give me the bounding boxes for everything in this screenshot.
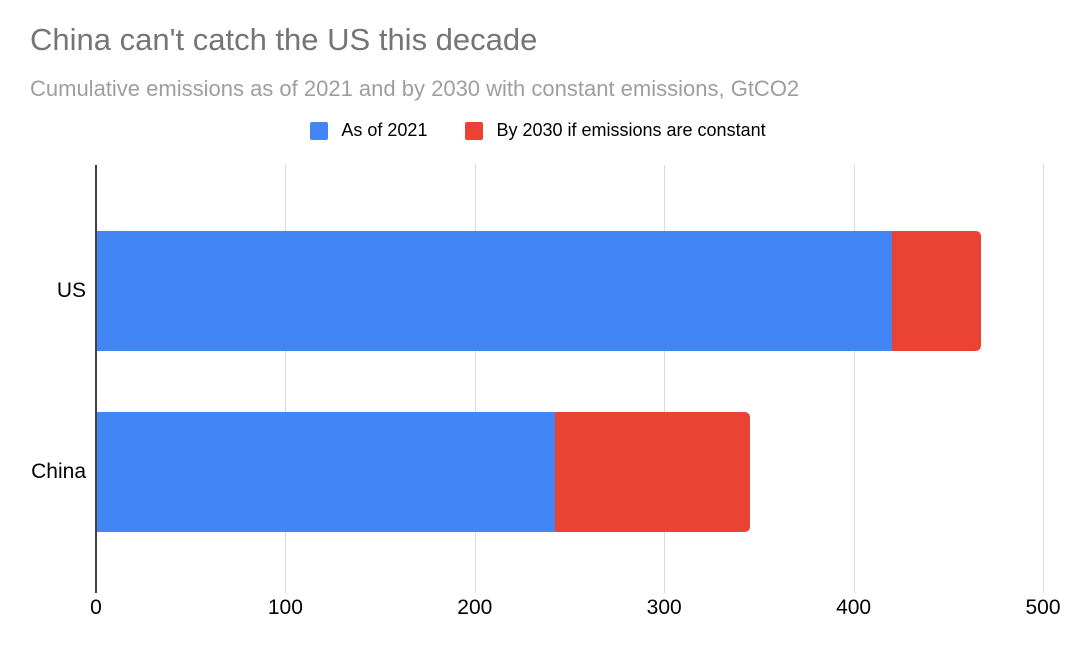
gridline-300 xyxy=(664,165,666,593)
x-tick-label-0: 0 xyxy=(90,596,102,619)
bar-us-segment-as-of-2021[interactable] xyxy=(97,231,893,351)
x-tick-label-400: 400 xyxy=(836,596,872,619)
category-label-us: US xyxy=(56,279,86,302)
bar-china-segment-by-2030[interactable] xyxy=(555,412,751,532)
page-subtitle: Cumulative emissions as of 2021 and by 2… xyxy=(30,76,800,101)
legend-item-by-2030[interactable]: By 2030 if emissions are constant xyxy=(465,120,766,141)
bar-us-segment-by-2030[interactable] xyxy=(892,231,982,351)
legend-item-as-of-2021[interactable]: As of 2021 xyxy=(310,120,427,141)
legend-label-by-2030: By 2030 if emissions are constant xyxy=(496,120,766,140)
legend-swatch-red-icon xyxy=(465,121,484,140)
bar-china-segment-as-of-2021[interactable] xyxy=(97,412,556,532)
legend: As of 2021 By 2030 if emissions are cons… xyxy=(0,120,1076,141)
gridline-200 xyxy=(474,165,476,593)
gridline-400 xyxy=(853,165,855,593)
page-title: China can't catch the US this decade xyxy=(30,22,538,57)
x-tick-label-100: 100 xyxy=(267,596,303,619)
gridline-100 xyxy=(285,165,287,593)
x-tick-label-300: 300 xyxy=(646,596,682,619)
y-axis-line xyxy=(95,165,97,593)
x-tick-label-200: 200 xyxy=(457,596,493,619)
legend-swatch-blue-icon xyxy=(310,121,329,140)
x-tick-label-500: 500 xyxy=(1025,596,1061,619)
category-label-china: China xyxy=(31,460,86,483)
legend-label-as-of-2021: As of 2021 xyxy=(341,120,428,140)
gridline-500 xyxy=(1043,165,1044,593)
